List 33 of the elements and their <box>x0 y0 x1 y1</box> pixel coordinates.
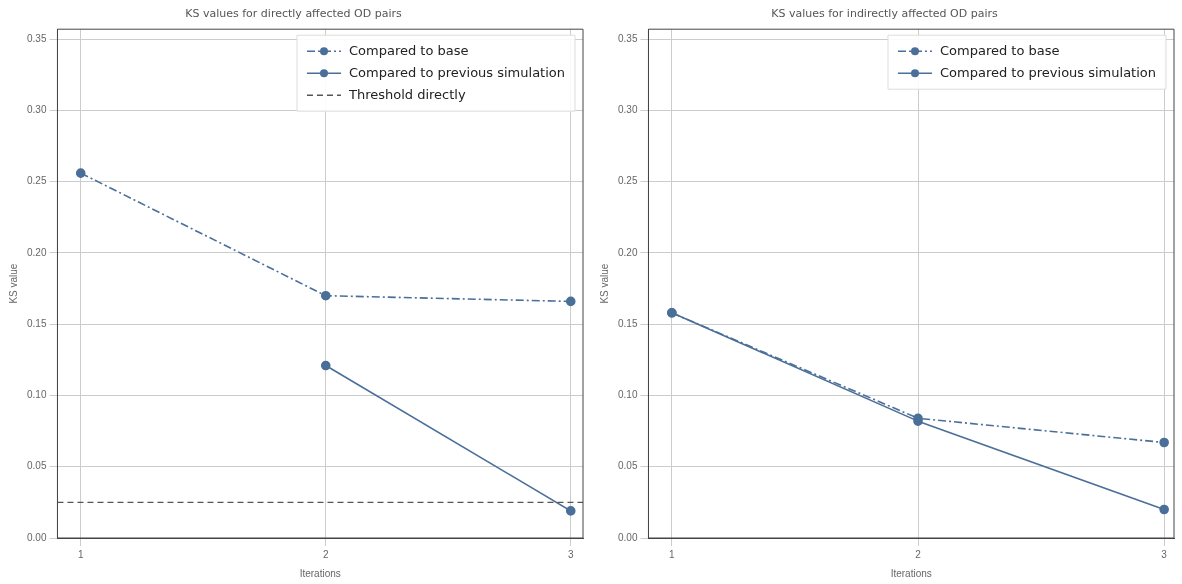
y-tick-label: 0.15 <box>617 317 638 329</box>
y-tick-label: 0.25 <box>617 175 638 187</box>
legend-label: Threshold directly <box>347 86 466 102</box>
y-tick-label: 0.35 <box>26 32 47 44</box>
y-tick-label: 0.15 <box>26 317 47 329</box>
legend-label: Compared to base <box>939 42 1060 58</box>
x-tick-label: 3 <box>567 548 574 560</box>
y-tick-label: 0.35 <box>617 32 638 44</box>
y-tick-label: 0.20 <box>26 246 47 258</box>
y-tick-label: 0.10 <box>617 389 638 401</box>
x-tick-label: 2 <box>322 548 329 560</box>
y-tick-label: 0.10 <box>26 389 47 401</box>
y-tick-label: 0.20 <box>617 246 638 258</box>
legend-label: Compared to base <box>348 42 469 58</box>
chart-title: KS values for directly affected OD pairs <box>185 7 402 21</box>
x-tick-label: 3 <box>1161 548 1168 560</box>
y-tick-label: 0.00 <box>26 531 47 543</box>
x-tick-label: 1 <box>77 548 84 560</box>
x-axis-title: Iterations <box>299 567 341 579</box>
y-axis-title: KS value <box>598 263 610 304</box>
x-tick-label: 1 <box>669 548 676 560</box>
y-tick-label: 0.05 <box>617 460 638 472</box>
x-axis-title: Iterations <box>890 567 932 579</box>
y-tick-label: 0.00 <box>617 531 638 543</box>
y-tick-label: 0.30 <box>617 104 638 116</box>
y-tick-label: 0.25 <box>26 175 47 187</box>
legend-label: Compared to previous simulation <box>348 64 566 80</box>
y-axis-title: KS value <box>7 263 19 304</box>
x-tick-label: 2 <box>915 548 922 560</box>
legend-label: Compared to previous simulation <box>939 64 1157 80</box>
y-tick-label: 0.30 <box>26 104 47 116</box>
y-tick-label: 0.05 <box>26 460 47 472</box>
chart-title: KS values for indirectly affected OD pairs <box>771 7 998 21</box>
